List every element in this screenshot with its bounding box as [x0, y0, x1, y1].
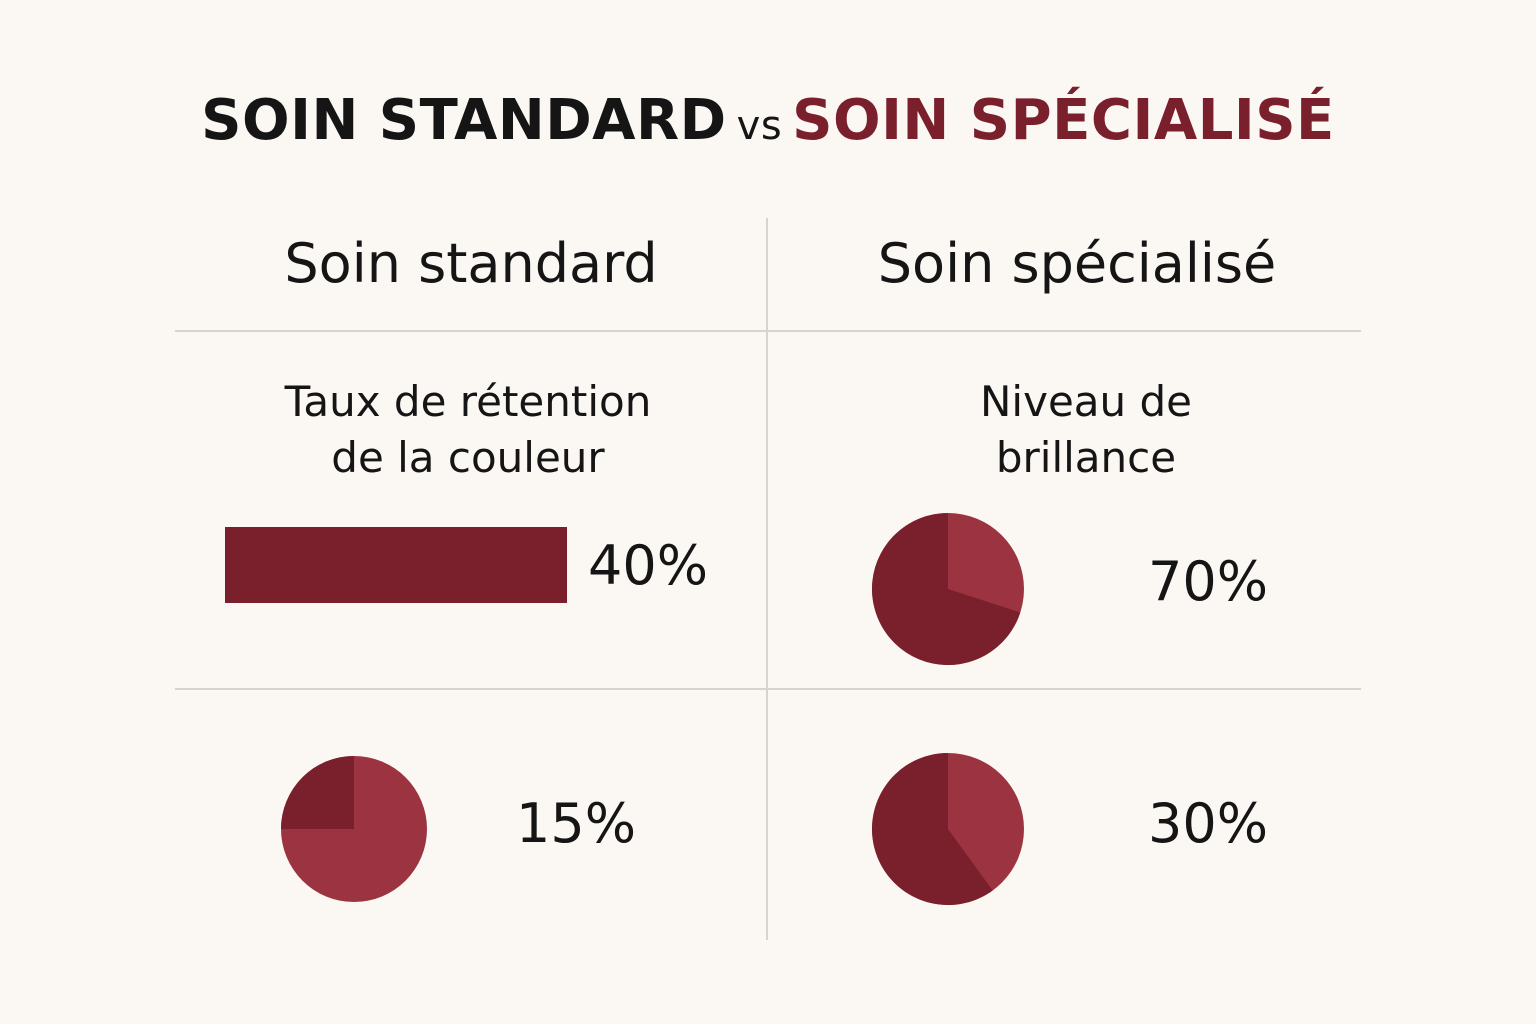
row-divider	[175, 688, 1361, 690]
title-specialise: SOIN SPÉCIALISÉ	[792, 88, 1335, 153]
retention-bar-track	[225, 527, 567, 603]
standard-bottom-pie	[281, 756, 427, 902]
pie-1-value-slice	[872, 513, 1021, 665]
specialise-bottom-value: 30%	[1148, 792, 1269, 855]
standard-bottom-value: 15%	[516, 792, 637, 855]
column-divider	[766, 218, 768, 940]
title-standard: SOIN STANDARD	[201, 88, 727, 153]
brillance-pie	[872, 513, 1024, 665]
metric-label-brillance: Niveau de brillance	[980, 377, 1192, 482]
column-header-standard: Soin standard	[284, 232, 658, 295]
metric-label-retention: Taux de rétention de la couleur	[284, 377, 652, 482]
title-vs: vs	[736, 103, 783, 149]
page-title: SOIN STANDARD vs SOIN SPÉCIALISÉ	[0, 88, 1536, 153]
specialise-bottom-pie	[872, 753, 1024, 905]
brillance-value: 70%	[1148, 550, 1269, 613]
header-divider	[175, 330, 1361, 332]
column-header-specialise: Soin spécialisé	[877, 232, 1277, 295]
pie-2-value-slice	[281, 756, 354, 829]
pie-3-value-slice	[872, 753, 993, 905]
retention-value: 40%	[588, 534, 709, 597]
retention-bar	[225, 527, 567, 603]
